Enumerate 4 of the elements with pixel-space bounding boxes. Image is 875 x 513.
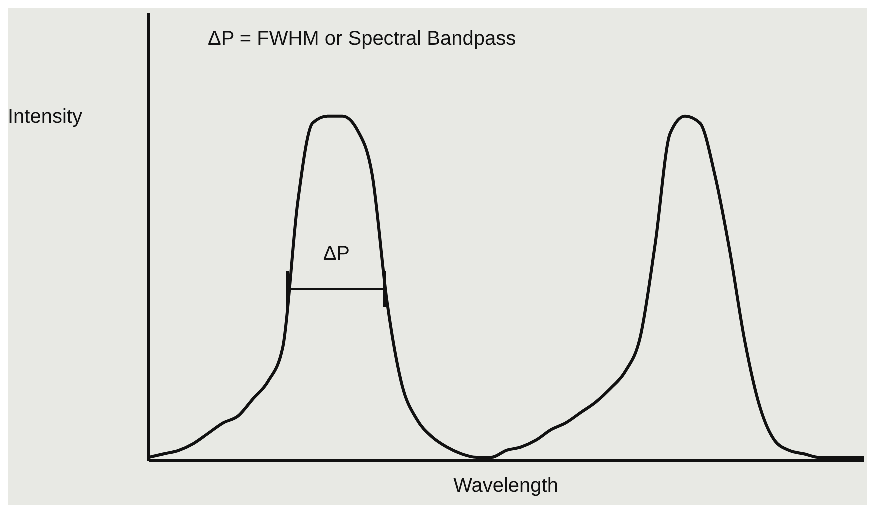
annotation: ΔP — [322, 243, 352, 266]
y-axis-title: Intensity — [8, 106, 82, 129]
chart-title: ΔP = FWHM or Spectral Bandpass — [208, 28, 516, 51]
x-axis-title: Wavelength — [452, 475, 560, 498]
